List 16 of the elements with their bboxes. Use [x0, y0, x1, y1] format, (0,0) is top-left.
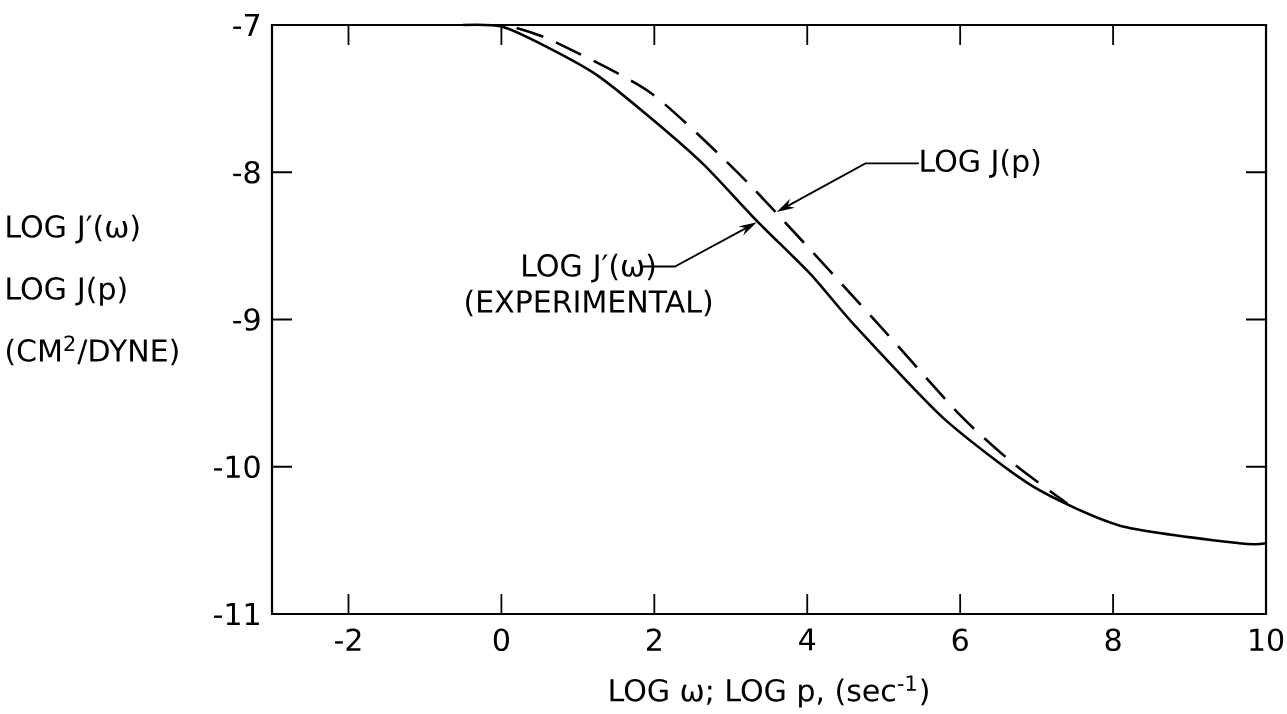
- y-tick-label: -10: [214, 455, 260, 479]
- y-tick-label: -9: [233, 308, 260, 331]
- x-axis-title: LOG ω; LOG p, (sec$^{-1}$): [610, 675, 928, 708]
- x-tick-label: 6: [952, 628, 968, 652]
- y-tick-label: -11: [214, 603, 259, 625]
- annotation: LOG J(p): [921, 148, 1040, 178]
- x-tick-label: 10: [1250, 628, 1284, 652]
- x-tick-label: 4: [799, 628, 816, 651]
- y-tick-label: -8: [233, 160, 260, 184]
- y-axis-title: LOG J′(ω) LOG J(p) (CM$^{2}$/DYNE): [7, 214, 178, 366]
- x-tick-label: 0: [493, 628, 509, 652]
- x-tick-label: 8: [1105, 628, 1121, 652]
- y-tick-label: -7: [233, 14, 260, 36]
- annotation: LOG J′(ω) (EXPERIMENTAL): [466, 253, 712, 317]
- x-tick-label: -2: [334, 628, 361, 651]
- x-tick-label: 2: [646, 628, 661, 651]
